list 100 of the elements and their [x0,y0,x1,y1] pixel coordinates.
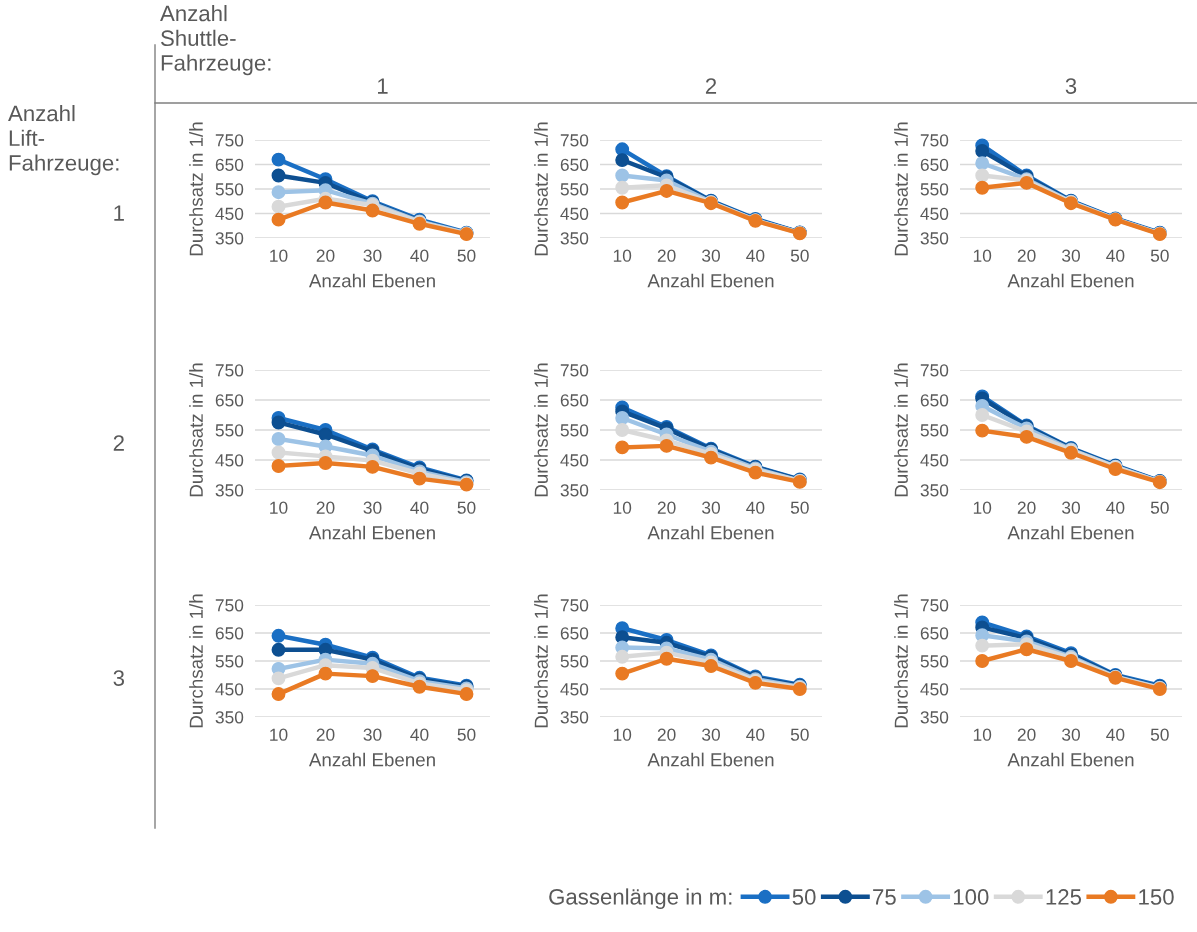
x-tick-label: 30 [702,501,720,514]
y-tick-label: 550 [560,424,589,437]
y-tick-label: 750 [920,364,949,377]
x-axis-title: Anzahl Ebenen [1007,525,1134,540]
y-tick-label: 550 [215,424,244,437]
x-axis-title: Anzahl Ebenen [308,273,435,288]
x-axis-title: Anzahl Ebenen [1007,273,1134,288]
y-tick-label: 750 [215,599,244,612]
legend-label: 150 [1139,889,1174,905]
x-tick-label: 30 [363,501,382,514]
y-axis-title: Durchsatz in 1/h [189,363,203,497]
chart-title: 1 [378,78,388,94]
x-tick-label: 10 [270,249,288,262]
x-tick-label: 40 [746,501,765,514]
y-tick-label: 650 [560,627,589,640]
y-tick-label: 450 [560,207,589,220]
x-tick-label: 50 [1150,728,1169,741]
y-tick-label: 450 [215,454,244,467]
y-tick-label: 550 [215,183,244,196]
y-tick-label: 350 [920,484,949,497]
x-tick-label: 50 [790,249,809,262]
x-tick-label: 30 [363,728,382,741]
x-tick-label: 10 [973,249,992,262]
y-tick-label: 550 [560,655,589,668]
x-tick-label: 10 [613,728,632,741]
x-tick-label: 40 [1106,249,1125,262]
x-tick-label: 50 [457,249,476,262]
y-tick-label: 650 [920,627,949,640]
x-tick-label: 40 [746,728,765,741]
y-tick-label: 350 [560,484,589,497]
y-tick-label: 750 [560,364,589,377]
y-tick-label: 350 [215,232,244,245]
x-tick-label: 10 [613,501,632,514]
y-tick-label: 650 [560,158,589,171]
x-tick-label: 30 [702,249,720,262]
x-tick-label: 10 [270,501,288,514]
y-tick-label: 550 [215,655,244,668]
y-tick-label: 650 [215,394,244,407]
y-tick-label: 750 [920,599,949,612]
x-tick-label: 10 [973,501,992,514]
x-tick-label: 50 [457,728,476,741]
x-axis-title: Anzahl Ebenen [647,273,774,288]
x-tick-label: 20 [316,249,335,262]
text: Anzahl Lift- Fahrzeuge: [8,105,119,176]
chart-title: 2 [705,78,717,94]
x-tick-label: 10 [270,728,288,741]
x-tick-label: 20 [316,501,335,514]
x-tick-label: 10 [973,728,992,741]
y-tick-label: 650 [560,394,589,407]
y-tick-label: 550 [560,183,589,196]
y-tick-label: 350 [560,232,589,245]
x-tick-label: 20 [657,249,676,262]
x-tick-label: 20 [1017,249,1036,262]
y-tick-label: 550 [920,183,949,196]
y-tick-label: 450 [215,683,244,696]
y-tick-label: 750 [215,364,244,377]
y-tick-label: 750 [215,134,244,147]
y-tick-label: 550 [920,655,949,668]
y-tick-label: 650 [920,394,949,407]
y-tick-label: 350 [560,711,589,724]
x-tick-label: 30 [1062,501,1080,514]
x-axis-title: Anzahl Ebenen [1007,752,1134,767]
x-axis-title: Anzahl Ebenen [647,525,774,540]
y-axis-title: Durchsatz in 1/h [534,363,548,497]
y-axis-title: Durchsatz in 1/h [894,594,908,728]
y-axis-title: Durchsatz in 1/h [189,122,203,256]
chart-title: 3 [1065,78,1077,94]
legend-title: Gassenlänge in m: [549,888,732,910]
legend-label: 75 [873,889,896,905]
x-tick-label: 50 [1150,501,1169,514]
x-tick-label: 10 [613,249,632,262]
y-axis-title: Durchsatz in 1/h [894,122,908,256]
x-tick-label: 40 [1106,728,1125,741]
y-tick-label: 550 [920,424,949,437]
x-axis-title: Anzahl Ebenen [308,525,435,540]
x-axis-title: Anzahl Ebenen [308,752,435,767]
y-tick-label: 450 [215,207,244,220]
y-tick-label: 450 [920,207,949,220]
x-tick-label: 40 [1106,501,1125,514]
x-tick-label: 50 [790,501,809,514]
x-tick-label: 50 [790,728,809,741]
y-tick-label: 350 [920,711,949,724]
x-tick-label: 50 [1150,249,1169,262]
x-tick-label: 30 [1062,728,1080,741]
y-axis-title: Durchsatz in 1/h [534,122,548,256]
x-tick-label: 40 [410,249,429,262]
x-tick-label: 50 [457,501,476,514]
x-tick-label: 20 [657,501,676,514]
x-axis-title: Anzahl Ebenen [647,752,774,767]
y-axis-title: Durchsatz in 1/h [894,363,908,497]
y-axis-title: Durchsatz in 1/h [534,594,548,728]
y-tick-label: 350 [920,232,949,245]
x-tick-label: 20 [316,728,335,741]
y-tick-label: 650 [215,627,244,640]
x-tick-label: 20 [657,728,676,741]
x-tick-label: 20 [1017,501,1036,514]
text: 1 [114,205,124,221]
x-tick-label: 40 [746,249,765,262]
y-tick-label: 450 [560,683,589,696]
y-tick-label: 350 [215,711,244,724]
